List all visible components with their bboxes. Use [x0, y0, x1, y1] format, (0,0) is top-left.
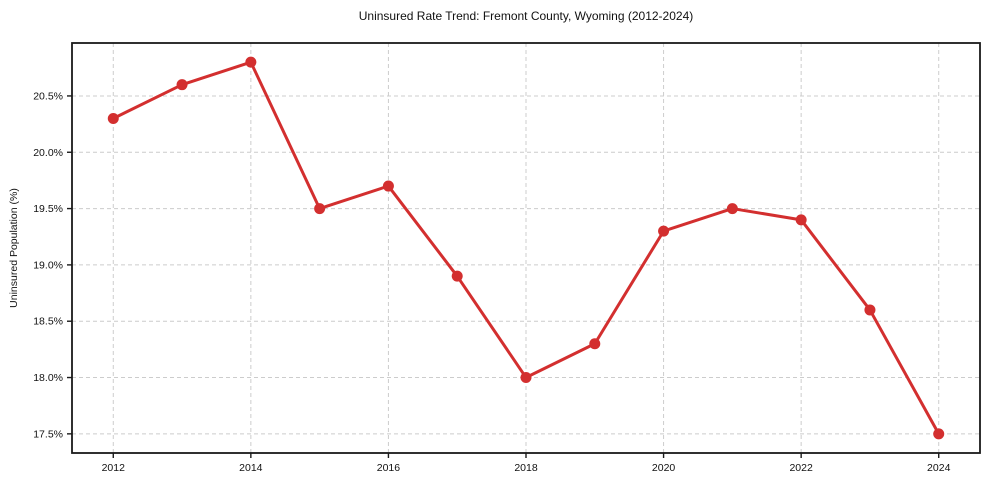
data-point-marker [107, 112, 119, 124]
x-tick-label: 2020 [652, 462, 676, 474]
x-tick-label: 2018 [514, 462, 538, 474]
data-point-marker [451, 270, 463, 282]
plot-border [71, 42, 981, 454]
x-tick-label: 2024 [927, 462, 951, 474]
data-point-marker [245, 56, 257, 68]
data-point-marker [314, 203, 326, 215]
data-point-marker [589, 338, 601, 350]
data-point-marker [726, 203, 738, 215]
y-tick-label: 20.5% [33, 90, 63, 102]
y-tick-label: 18.0% [33, 372, 63, 384]
y-axis-label: Uninsured Population (%) [8, 188, 20, 308]
data-point-marker [795, 214, 807, 226]
y-tick-label: 20.0% [33, 147, 63, 159]
x-tick-label: 2014 [239, 462, 263, 474]
x-tick-label: 2012 [102, 462, 126, 474]
data-point-marker [933, 428, 945, 440]
data-point-marker [864, 304, 876, 316]
y-tick-label: 19.5% [33, 203, 63, 215]
x-tick-label: 2022 [789, 462, 813, 474]
x-tick-label: 2016 [377, 462, 401, 474]
data-point-marker [382, 180, 394, 192]
y-tick-label: 17.5% [33, 428, 63, 440]
data-point-marker [176, 79, 188, 91]
data-point-marker [520, 372, 532, 384]
data-point-marker [658, 225, 670, 237]
y-tick-label: 19.0% [33, 259, 63, 271]
y-tick-label: 18.5% [33, 316, 63, 328]
chart-title: Uninsured Rate Trend: Fremont County, Wy… [358, 9, 694, 23]
